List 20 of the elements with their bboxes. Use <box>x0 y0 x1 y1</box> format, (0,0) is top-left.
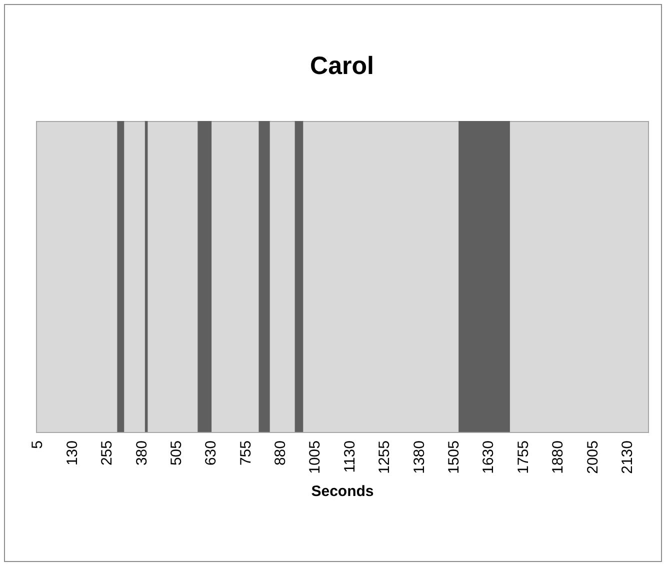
x-tick-label: 1630 <box>480 440 498 474</box>
x-tick-label: 255 <box>98 440 116 466</box>
x-tick-label: 130 <box>64 440 81 466</box>
x-tick-label: 1880 <box>550 440 567 474</box>
x-axis-title: Seconds <box>311 482 374 500</box>
x-tick-label: 1130 <box>341 440 358 473</box>
x-tick-label: 1005 <box>306 440 324 474</box>
x-tick-label: 755 <box>237 440 254 466</box>
x-tick-label: 2005 <box>584 440 602 474</box>
x-tick-label: 1255 <box>376 440 394 474</box>
x-tick-label: 1755 <box>514 440 532 474</box>
x-tick-label: 1505 <box>446 440 463 474</box>
x-tick-label: 880 <box>272 440 290 466</box>
chart-title: Carol <box>310 52 374 80</box>
x-tick-label: 2130 <box>618 440 636 474</box>
x-tick-label: 380 <box>133 440 150 466</box>
x-tick-label: 630 <box>202 440 220 466</box>
x-tick-label: 5 <box>29 440 46 449</box>
x-tick-label: 505 <box>168 440 185 466</box>
x-tick-label: 1380 <box>410 440 428 474</box>
